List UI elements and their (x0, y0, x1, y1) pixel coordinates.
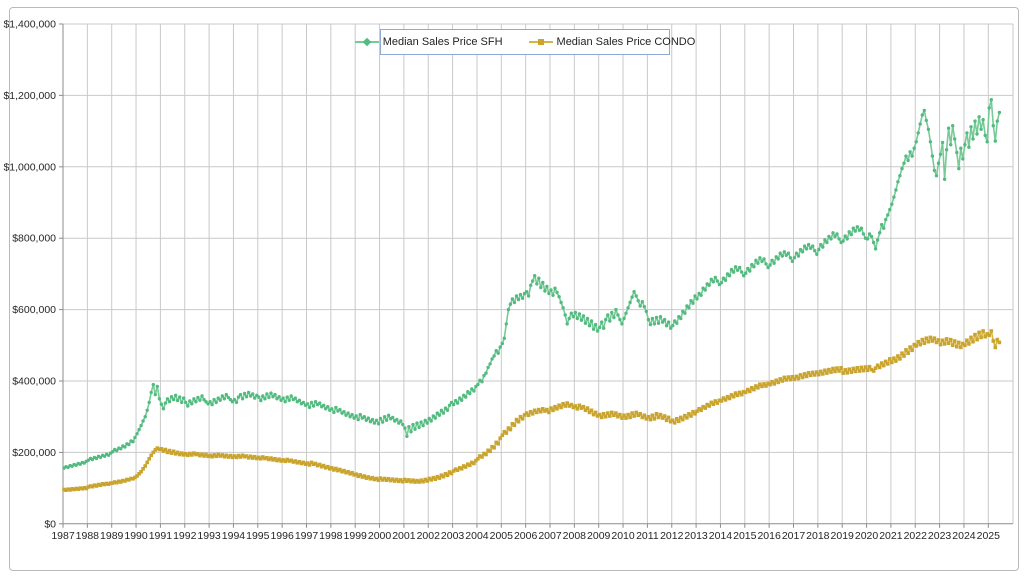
x-tick-label: 2005 (490, 530, 514, 542)
x-tick-label: 2023 (928, 530, 952, 542)
x-tick-label: 2009 (587, 530, 611, 542)
x-tick-label: 2022 (904, 530, 928, 542)
x-tick-label: 2012 (660, 530, 684, 542)
x-tick-label: 2000 (368, 530, 392, 542)
x-tick-label: 1994 (222, 530, 246, 542)
y-tick-label: $1,200,000 (3, 90, 56, 102)
y-tick-label: $1,000,000 (3, 161, 56, 173)
x-tick-label: 2025 (977, 530, 1001, 542)
legend-label-sfh: Median Sales Price SFH (382, 36, 503, 48)
vertical-gridlines (86, 24, 1014, 524)
axes (59, 23, 1013, 528)
x-tick-label: 2013 (684, 530, 708, 542)
x-tick-label: 2018 (806, 530, 830, 542)
x-tick-label: 1999 (344, 530, 368, 542)
x-tick-label: 1993 (197, 530, 221, 542)
x-tick-label: 2006 (514, 530, 538, 542)
x-tick-label: 1995 (246, 530, 270, 542)
x-tick-label: 1996 (270, 530, 294, 542)
x-tick-label: 2019 (831, 530, 855, 542)
y-axis-labels: $0 $200,000 $400,000 $600,000 $800,000 $1,000… (3, 19, 56, 531)
y-tick-label: $200,000 (12, 447, 56, 459)
x-tick-label: 2021 (879, 530, 903, 542)
x-tick-label: 2010 (611, 530, 635, 542)
x-tick-label: 2003 (441, 530, 465, 542)
condo-series (62, 329, 1002, 492)
sfh-series (62, 98, 1002, 470)
x-tick-label: 2008 (563, 530, 587, 542)
x-tick-label: 2014 (709, 530, 733, 542)
x-tick-label: 2002 (417, 530, 441, 542)
x-tick-label: 2007 (538, 530, 562, 542)
x-tick-label: 1991 (149, 530, 173, 542)
x-tick-label: 2015 (733, 530, 757, 542)
x-tick-label: 2001 (392, 530, 416, 542)
x-tick-label: 1997 (295, 530, 319, 542)
x-tick-label: 1990 (124, 530, 148, 542)
chart-legend: Median Sales Price SFH Median Sales Pric… (354, 29, 695, 55)
x-tick-label: 2017 (782, 530, 806, 542)
legend-entry-sfh[interactable]: Median Sales Price SFH (354, 36, 503, 48)
x-tick-label: 2011 (636, 530, 659, 542)
x-tick-label: 1987 (51, 530, 75, 542)
x-tick-label: 1988 (76, 530, 100, 542)
x-tick-label: 2024 (952, 530, 976, 542)
y-tick-label: $600,000 (12, 304, 56, 316)
x-axis-labels: 1987 1988 1989 1990 1991 1992 1993 1994 1995 1996… (51, 530, 1000, 542)
condo-markers (62, 329, 1002, 492)
y-tick-label: $1,400,000 (3, 19, 56, 31)
x-tick-label: 2020 (855, 530, 879, 542)
condo-line-swatch-icon (528, 39, 553, 45)
y-tick-label: $400,000 (12, 376, 56, 388)
x-tick-label: 2016 (757, 530, 781, 542)
horizontal-gridlines (63, 23, 1013, 453)
x-tick-label: 1992 (173, 530, 197, 542)
legend-label-condo: Median Sales Price CONDO (556, 36, 696, 48)
x-tick-label: 1998 (319, 530, 343, 542)
x-tick-label: 2004 (465, 530, 489, 542)
sfh-line-swatch-icon (354, 37, 379, 47)
x-tick-label: 1989 (100, 530, 124, 542)
y-tick-label: $0 (44, 518, 56, 530)
legend-entry-condo[interactable]: Median Sales Price CONDO (528, 36, 696, 48)
sfh-markers (62, 98, 1002, 470)
y-tick-label: $800,000 (12, 233, 56, 245)
